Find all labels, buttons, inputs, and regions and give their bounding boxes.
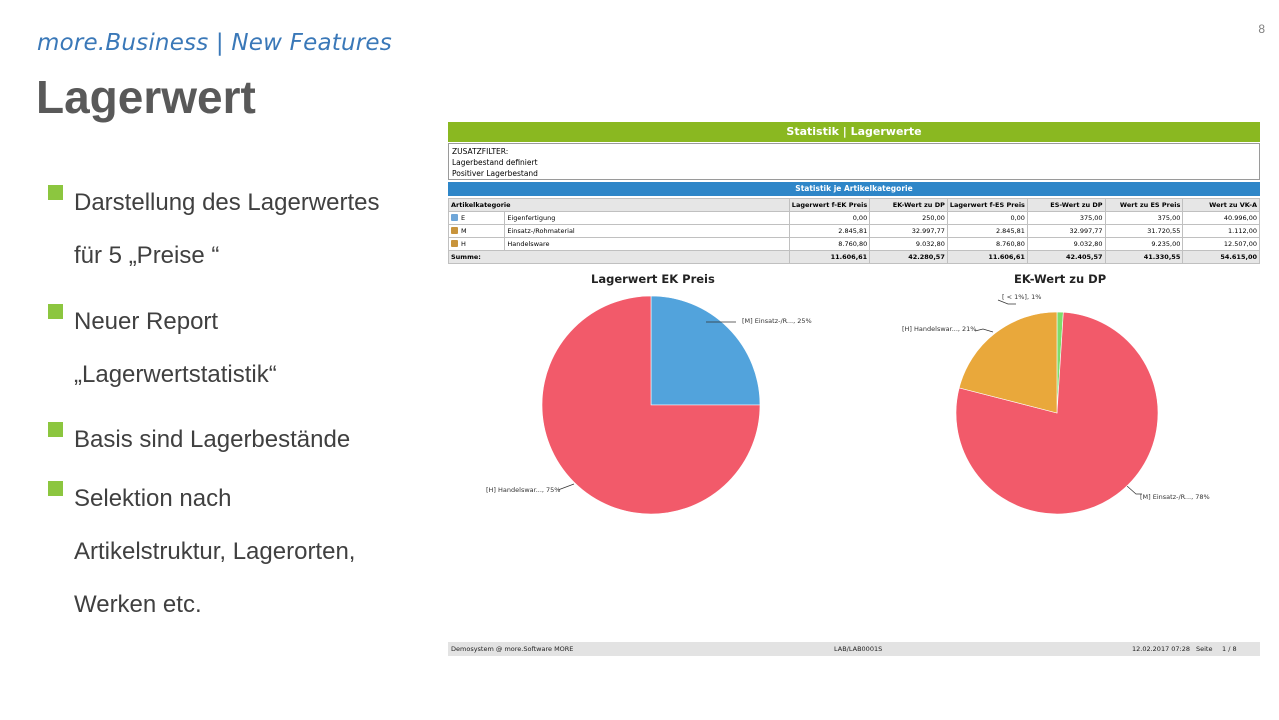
report-title: Statistik | Lagerwerte: [448, 122, 1260, 142]
footer-system: Demosystem @ more.Software MORE: [451, 645, 574, 653]
bullet-line: „Lagerwertstatistik“: [74, 361, 277, 388]
pie-label: [M] Einsatz-/R..., 25%: [742, 317, 812, 325]
report-footer: Demosystem @ more.Software MORE LAB/LAB0…: [448, 642, 1260, 656]
bullet-line: Werken etc.: [74, 591, 202, 618]
footer-page-label: Seite: [1196, 645, 1213, 653]
bullet-line: Selektion nach: [74, 485, 232, 512]
sum-cell: 41.330,55: [1104, 250, 1184, 264]
sum-cell: 11.606,61: [788, 250, 871, 264]
bullet-line: Neuer Report: [74, 308, 219, 335]
chart-title: Lagerwert EK Preis: [591, 272, 715, 286]
filter-line: Positiver Lagerbestand: [452, 169, 538, 178]
leader-line: [557, 483, 575, 491]
bullet-line: Darstellung des Lagerwertes: [74, 189, 380, 216]
pie-label: [ < 1%], 1%: [1002, 293, 1042, 301]
bullet-line: für 5 „Preise “: [74, 242, 220, 269]
bullet-square-icon: [48, 481, 63, 496]
page-number: 8: [1258, 22, 1265, 36]
footer-report-id: LAB/LAB0001S: [834, 645, 883, 653]
pie-label: [M] Einsatz-/R..., 78%: [1140, 493, 1210, 501]
pie-slice-0-0: [650, 295, 761, 406]
filter-line: ZUSATZFILTER:: [452, 147, 509, 156]
report-section-title: Statistik je Artikelkategorie: [448, 182, 1260, 196]
footer-date: 12.02.2017 07:28: [1132, 645, 1191, 653]
pie-chart-ek-wert-dp: [955, 311, 1159, 515]
column-header: Wert zu VK-A: [1182, 198, 1260, 212]
product-icon: [451, 214, 458, 221]
slide-subtitle: more.Business | New Features: [37, 30, 392, 56]
pie-chart-ek-preis: [541, 295, 761, 515]
bullet-square-icon: [48, 304, 63, 319]
report-table: Artikelkategorie Lagerwert f-EK Preis EK…: [447, 198, 1260, 264]
table-cell: 0,00: [946, 211, 1028, 225]
report-filter-box: ZUSATZFILTER: Lagerbestand definiert Pos…: [448, 143, 1260, 180]
leader-line: [1126, 485, 1142, 495]
footer-page-value: 1 / 8: [1222, 645, 1237, 653]
sum-cell: 42.280,57: [869, 250, 948, 264]
bullet-line: Artikelstruktur, Lagerorten,: [74, 538, 356, 565]
chart-title: EK-Wert zu DP: [1014, 272, 1107, 286]
table-row: M Einsatz-/Rohmaterial 2.845,81 32.997,7…: [447, 224, 1260, 238]
sum-cell: 11.606,61: [946, 250, 1028, 264]
table-row: E Eigenfertigung 0,00 250,00 0,00 375,00…: [447, 211, 1260, 225]
worker-icon: [451, 240, 458, 247]
pie-slice-0-1: [541, 295, 761, 515]
column-header: Lagerwert f-ES Preis: [946, 198, 1028, 212]
sum-label: Summe:: [448, 250, 790, 264]
worker-icon: [451, 227, 458, 234]
category-code: E: [461, 214, 466, 222]
pie-leader-lines: [557, 299, 1142, 495]
sum-cell: 42.405,57: [1026, 250, 1106, 264]
leader-line: [997, 299, 1016, 305]
filter-line: Lagerbestand definiert: [452, 158, 538, 167]
column-header: ES-Wert zu DP: [1026, 198, 1106, 212]
bullet-square-icon: [48, 422, 63, 437]
bullet-square-icon: [48, 185, 63, 200]
table-sum-row: Summe: 11.606,61 42.280,57 11.606,61 42.…: [448, 250, 1260, 264]
pie-label: [H] Handelswar..., 75%: [486, 486, 561, 494]
column-header: Wert zu ES Preis: [1104, 198, 1184, 212]
bullet-line: Basis sind Lagerbestände: [74, 426, 351, 453]
pie-label: [H] Handelswar..., 21%: [902, 325, 977, 333]
sum-cell: 54.615,00: [1182, 250, 1260, 264]
category-code: H: [461, 240, 466, 248]
slide-title: Lagerwert: [36, 71, 256, 123]
pie-slice-1-2: [958, 311, 1058, 414]
category-code: M: [461, 227, 467, 235]
report-screenshot: Statistik | Lagerwerte ZUSATZFILTER: Lag…: [447, 122, 1260, 662]
leader-line: [974, 328, 994, 333]
